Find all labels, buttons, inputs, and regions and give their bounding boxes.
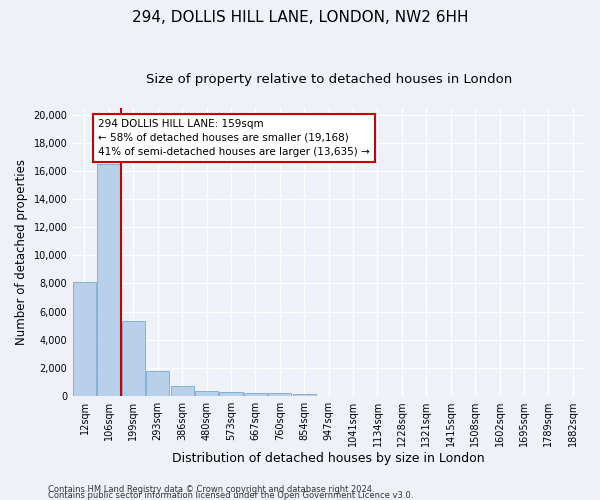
Bar	[195, 391, 218, 396]
Text: 294, DOLLIS HILL LANE, LONDON, NW2 6HH: 294, DOLLIS HILL LANE, LONDON, NW2 6HH	[132, 10, 468, 25]
Bar	[268, 393, 292, 396]
Y-axis label: Number of detached properties: Number of detached properties	[15, 159, 28, 345]
Bar	[73, 282, 96, 396]
Text: Contains public sector information licensed under the Open Government Licence v3: Contains public sector information licen…	[48, 490, 413, 500]
X-axis label: Distribution of detached houses by size in London: Distribution of detached houses by size …	[172, 452, 485, 465]
Title: Size of property relative to detached houses in London: Size of property relative to detached ho…	[146, 72, 512, 86]
Bar	[244, 393, 267, 396]
Bar	[170, 386, 194, 396]
Bar	[220, 392, 242, 396]
Text: Contains HM Land Registry data © Crown copyright and database right 2024.: Contains HM Land Registry data © Crown c…	[48, 484, 374, 494]
Bar	[146, 370, 169, 396]
Bar	[97, 164, 121, 396]
Bar	[293, 394, 316, 396]
Text: 294 DOLLIS HILL LANE: 159sqm
← 58% of detached houses are smaller (19,168)
41% o: 294 DOLLIS HILL LANE: 159sqm ← 58% of de…	[98, 119, 370, 157]
Bar	[122, 322, 145, 396]
